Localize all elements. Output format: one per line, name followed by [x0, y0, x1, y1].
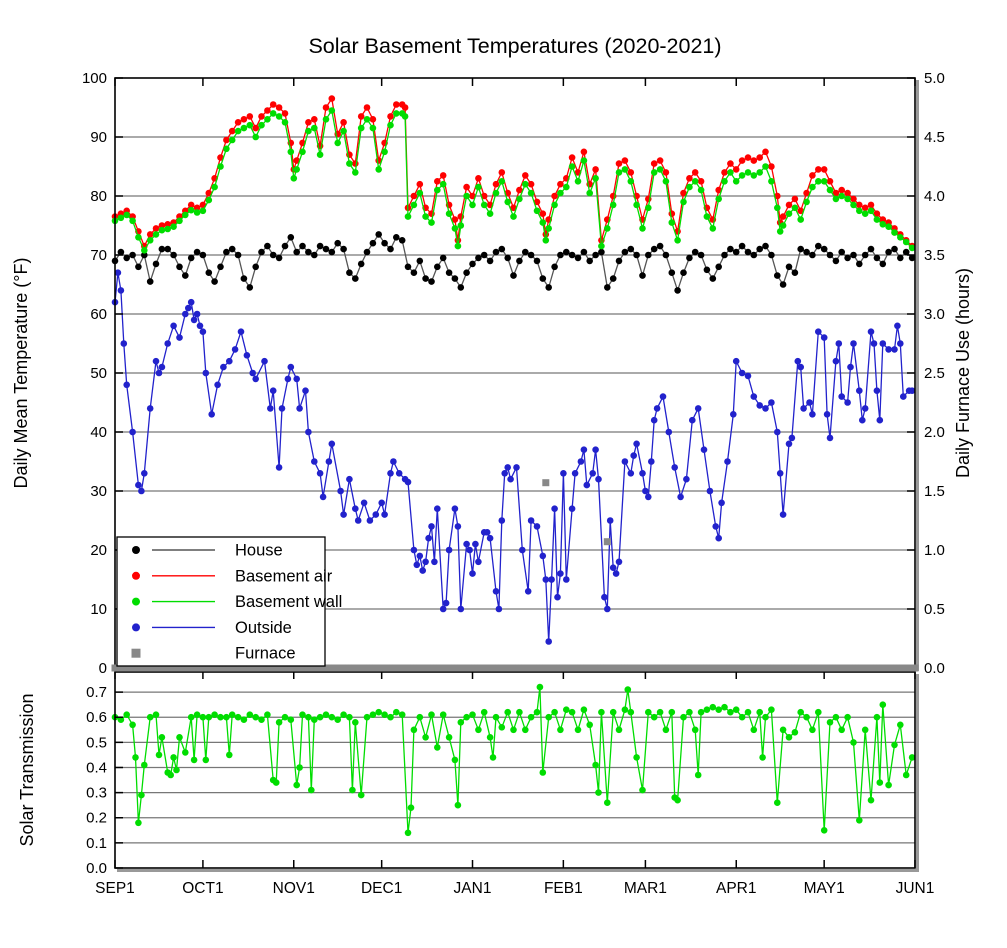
- svg-text:40: 40: [90, 424, 107, 441]
- svg-text:OCT1: OCT1: [182, 880, 223, 897]
- svg-text:20: 20: [90, 542, 107, 559]
- svg-text:JUN1: JUN1: [896, 880, 935, 897]
- svg-text:MAR1: MAR1: [624, 880, 667, 897]
- legend-item-outside: Outside: [132, 619, 292, 637]
- series-house: [111, 231, 916, 294]
- svg-text:0: 0: [99, 660, 107, 677]
- chart-render-layer: 0 10 20 30 40 50 60 70 80 90 100 0.0 0.5 1.0 1.5 2.0 2.5…: [82, 70, 945, 897]
- svg-text:3.5: 3.5: [924, 247, 945, 264]
- svg-text:50: 50: [90, 365, 107, 382]
- svg-text:0.1: 0.1: [86, 835, 107, 852]
- svg-text:0.4: 0.4: [86, 759, 107, 776]
- axes-frame: 0 10 20 30 40 50 60 70 80 90 100 0.0 0.5 1.0 1.5 2.0 2.5…: [82, 70, 945, 897]
- legend: House Basement air Basement wall Outside Fur…: [116, 536, 342, 667]
- svg-text:60: 60: [90, 306, 107, 323]
- svg-text:0.5: 0.5: [86, 734, 107, 751]
- svg-text:Basement wall: Basement wall: [235, 593, 342, 611]
- svg-text:2.0: 2.0: [924, 424, 945, 441]
- series-basement-air: [111, 95, 916, 250]
- svg-text:0.7: 0.7: [86, 684, 107, 701]
- svg-text:Basement air: Basement air: [235, 567, 333, 585]
- svg-text:10: 10: [90, 601, 107, 618]
- svg-text:80: 80: [90, 188, 107, 205]
- svg-text:0.6: 0.6: [86, 709, 107, 726]
- series-furnace: [111, 479, 919, 672]
- svg-text:0.2: 0.2: [86, 810, 107, 827]
- series-outside: [111, 269, 916, 645]
- svg-text:DEC1: DEC1: [361, 880, 402, 897]
- svg-text:0.0: 0.0: [86, 860, 107, 877]
- svg-text:100: 100: [82, 70, 107, 87]
- right-axis-label: Daily Furnace Use (hours): [953, 268, 973, 478]
- svg-text:NOV1: NOV1: [273, 880, 315, 897]
- svg-text:5.0: 5.0: [924, 70, 945, 87]
- svg-text:70: 70: [90, 247, 107, 264]
- chart-title: Solar Basement Temperatures (2020-2021): [308, 34, 721, 58]
- svg-text:3.0: 3.0: [924, 306, 945, 323]
- series-solar-transmission: [111, 683, 916, 837]
- svg-text:1.0: 1.0: [924, 542, 945, 559]
- svg-text:FEB1: FEB1: [544, 880, 583, 897]
- svg-text:4.5: 4.5: [924, 129, 945, 146]
- svg-text:1.5: 1.5: [924, 483, 945, 500]
- svg-text:0.5: 0.5: [924, 601, 945, 618]
- svg-text:Outside: Outside: [235, 619, 292, 637]
- svg-text:0.3: 0.3: [86, 785, 107, 802]
- left-axis-label: Daily Mean Temperature (°F): [11, 258, 31, 489]
- svg-text:SEP1: SEP1: [95, 880, 135, 897]
- svg-text:MAY1: MAY1: [804, 880, 845, 897]
- legend-item-furnace: Furnace: [131, 645, 296, 663]
- svg-text:2.5: 2.5: [924, 365, 945, 382]
- legend-item-basement-air: Basement air: [132, 567, 333, 585]
- series-basement-wall: [111, 107, 916, 254]
- legend-item-basement-wall: Basement wall: [132, 593, 342, 611]
- legend-item-house: House: [132, 542, 283, 560]
- svg-text:APR1: APR1: [716, 880, 757, 897]
- svg-text:0.0: 0.0: [924, 660, 945, 677]
- svg-text:4.0: 4.0: [924, 188, 945, 205]
- svg-text:30: 30: [90, 483, 107, 500]
- solar-axis-label: Solar Transmission: [17, 693, 37, 846]
- svg-text:Furnace: Furnace: [235, 645, 296, 663]
- svg-text:90: 90: [90, 129, 107, 146]
- svg-text:JAN1: JAN1: [454, 880, 492, 897]
- svg-text:House: House: [235, 542, 283, 560]
